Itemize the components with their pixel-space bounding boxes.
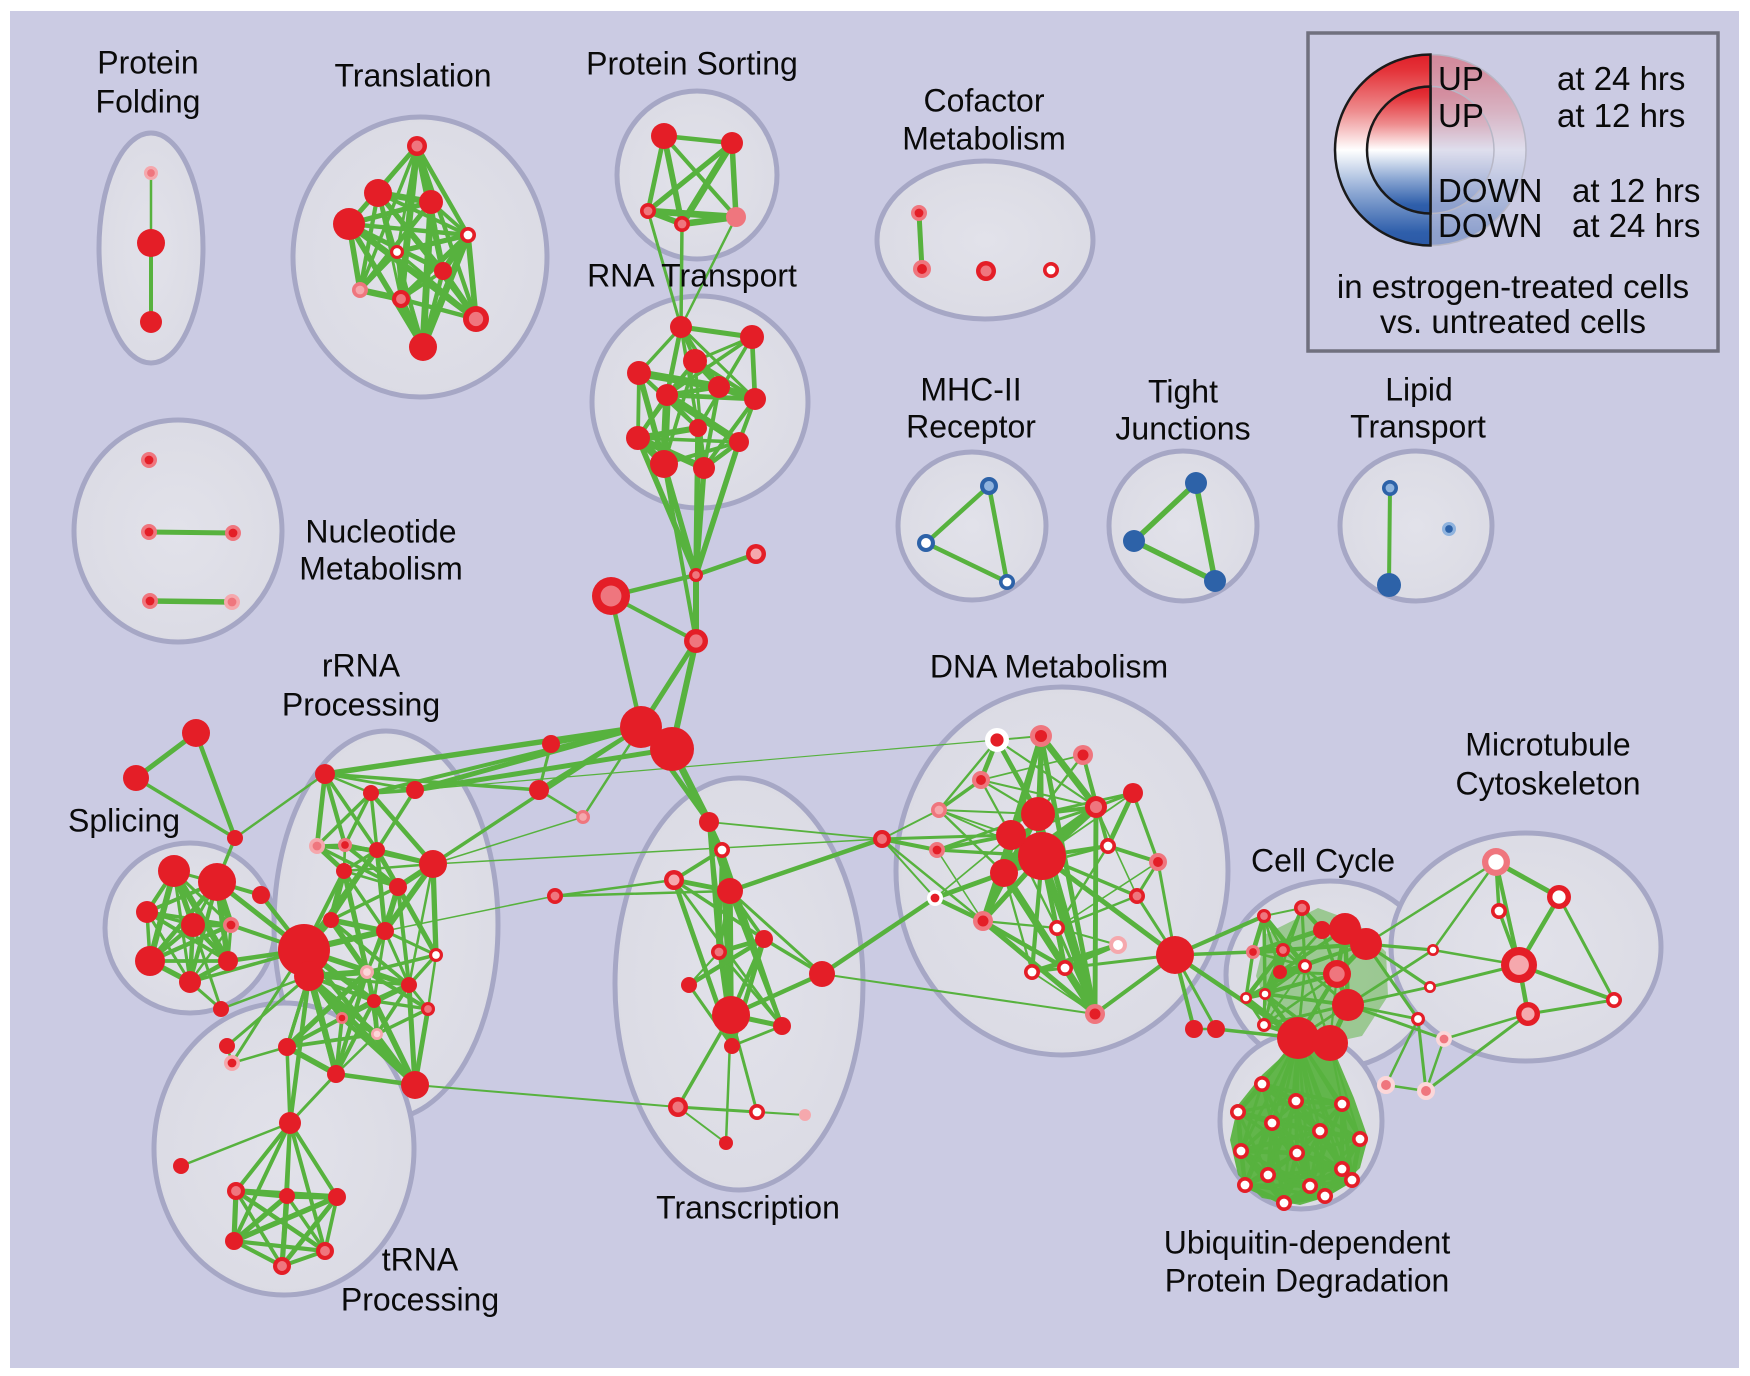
svg-text:at 12 hrs: at 12 hrs [1572,172,1700,209]
svg-text:UP: UP [1438,97,1484,134]
svg-text:vs. untreated cells: vs. untreated cells [1380,303,1646,340]
svg-text:Metabolism: Metabolism [902,120,1066,156]
svg-text:Folding: Folding [96,83,201,119]
svg-text:Protein Degradation: Protein Degradation [1165,1262,1450,1298]
svg-text:rRNA: rRNA [322,647,401,683]
svg-text:RNA Transport: RNA Transport [587,257,797,293]
svg-text:Microtubule: Microtubule [1465,726,1630,762]
svg-text:Cell Cycle: Cell Cycle [1251,842,1395,878]
svg-text:Protein Sorting: Protein Sorting [586,45,798,81]
svg-text:Receptor: Receptor [906,408,1036,444]
svg-text:Nucleotide: Nucleotide [305,513,456,549]
svg-text:in estrogen-treated cells: in estrogen-treated cells [1337,268,1689,305]
svg-text:Processing: Processing [341,1281,499,1317]
svg-text:Junctions: Junctions [1115,410,1250,446]
svg-text:Splicing: Splicing [68,802,180,838]
svg-text:tRNA: tRNA [382,1241,459,1277]
svg-text:Protein: Protein [97,44,198,80]
svg-text:at 24 hrs: at 24 hrs [1572,207,1700,244]
svg-text:Tight: Tight [1148,373,1218,409]
svg-text:Transcription: Transcription [656,1189,840,1225]
svg-text:Lipid: Lipid [1385,371,1453,407]
svg-text:MHC-II: MHC-II [920,371,1021,407]
svg-text:at 12 hrs: at 12 hrs [1557,97,1685,134]
svg-text:Processing: Processing [282,686,440,722]
svg-text:DOWN: DOWN [1438,207,1542,244]
svg-text:at 24 hrs: at 24 hrs [1557,60,1685,97]
svg-text:Metabolism: Metabolism [299,550,463,586]
svg-text:UP: UP [1438,60,1484,97]
svg-text:DOWN: DOWN [1438,172,1542,209]
svg-text:Cytoskeleton: Cytoskeleton [1456,765,1641,801]
svg-text:Transport: Transport [1350,408,1486,444]
svg-text:Translation: Translation [334,57,491,93]
svg-text:DNA Metabolism: DNA Metabolism [930,648,1168,684]
svg-text:Cofactor: Cofactor [924,82,1045,118]
svg-text:Ubiquitin-dependent: Ubiquitin-dependent [1164,1224,1451,1260]
